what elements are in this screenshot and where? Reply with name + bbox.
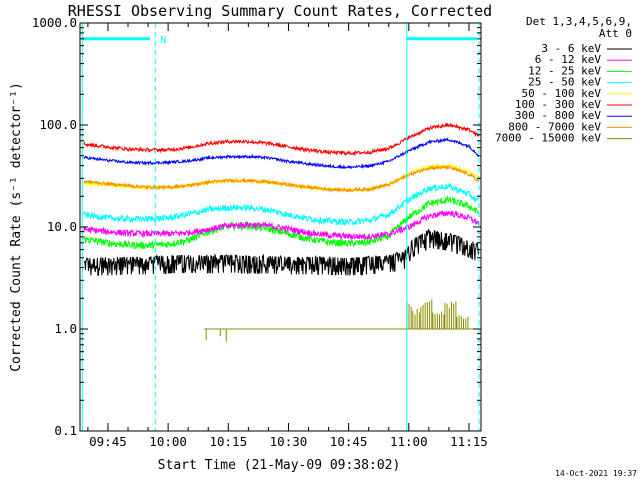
axis-layer: 0.1 1.0 10.0 100.0 1000.0 09:45 10:00 10:15 10:3… bbox=[32, 15, 488, 449]
series-line-2 bbox=[83, 195, 480, 251]
marker-layer: N bbox=[81, 23, 480, 431]
x-tick-label: 11:15 bbox=[450, 434, 488, 449]
night-marker-label: N bbox=[160, 35, 166, 46]
timestamp: 14-Oct-2021 19:37 bbox=[555, 469, 637, 478]
x-tick-label: 09:45 bbox=[89, 434, 127, 449]
legend-entry-label: 3 - 6 keV bbox=[541, 42, 601, 55]
legend-entry-label: 7000 - 15000 keV bbox=[495, 132, 601, 145]
y-tick-label: 10.0 bbox=[47, 219, 77, 234]
x-tick-label: 11:00 bbox=[390, 434, 428, 449]
series-line-7 bbox=[83, 164, 480, 193]
y-tick-label: 1.0 bbox=[54, 321, 77, 336]
legend-entry-label: 300 - 800 keV bbox=[515, 109, 601, 122]
series-line-6 bbox=[83, 137, 480, 170]
legend-title-line: Att 0 bbox=[599, 27, 632, 40]
series-line-0 bbox=[83, 228, 480, 276]
series-line-4 bbox=[83, 162, 480, 194]
series-line-3 bbox=[83, 182, 479, 226]
series-line-8 bbox=[204, 299, 479, 342]
series-line-1 bbox=[83, 210, 480, 241]
y-tick-label: 100.0 bbox=[39, 117, 77, 132]
series-line-5 bbox=[83, 122, 480, 157]
x-axis-label: Start Time (21-May-09 09:38:02) bbox=[158, 458, 401, 473]
legend-entry-label: 100 - 300 keV bbox=[515, 98, 601, 111]
y-tick-label: 0.1 bbox=[54, 423, 77, 438]
x-tick-label: 10:45 bbox=[330, 434, 368, 449]
legend-title-line: Det 1,3,4,5,6,9, bbox=[526, 15, 632, 28]
x-tick-label: 10:00 bbox=[149, 434, 187, 449]
legend-entry-label: 12 - 25 keV bbox=[528, 64, 601, 77]
chart-title: RHESSI Observing Summary Count Rates, Co… bbox=[68, 2, 492, 20]
plot-frame bbox=[79, 22, 482, 432]
legend-entry-label: 6 - 12 keV bbox=[535, 53, 602, 66]
y-tick-label: 1000.0 bbox=[32, 15, 77, 30]
legend-entry-label: 25 - 50 keV bbox=[528, 76, 601, 89]
x-tick-label: 10:30 bbox=[270, 434, 308, 449]
y-axis-label: Corrected Count Rate (s⁻¹ detector⁻¹) bbox=[9, 82, 24, 372]
legend-entry-label: 800 - 7000 keV bbox=[508, 120, 601, 133]
series-layer bbox=[83, 122, 480, 342]
x-tick-label: 10:15 bbox=[209, 434, 247, 449]
legend-entry-label: 50 - 100 keV bbox=[522, 87, 602, 100]
